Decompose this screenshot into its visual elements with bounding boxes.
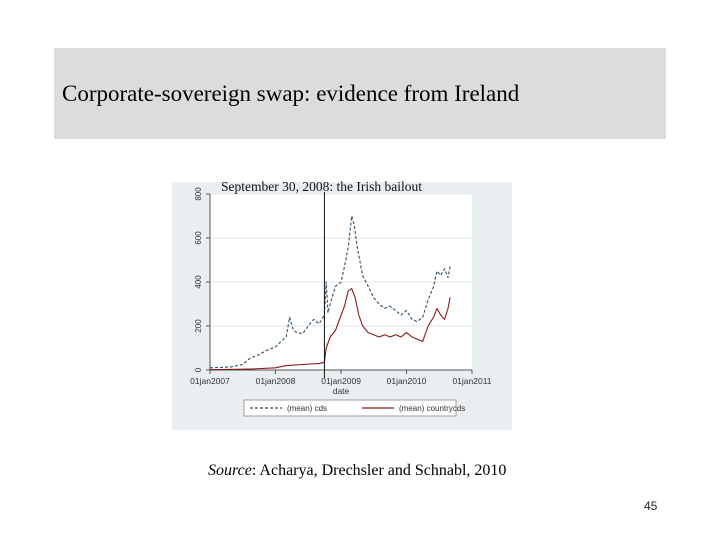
x-tick-label: 01jan2008: [256, 376, 296, 386]
x-tick-label: 01jan2010: [387, 376, 427, 386]
x-tick-label: 01jan2011: [452, 376, 491, 386]
title-band: Corporate-sovereign swap: evidence from …: [54, 48, 666, 139]
source-citation: Source: Acharya, Drechsler and Schnabl, …: [208, 462, 506, 480]
chart-panel: 0 200 400 600 800 01jan2007 01jan2008 01jan2009…: [172, 182, 512, 430]
source-text: : Acharya, Drechsler and Schnabl, 2010: [251, 462, 507, 479]
line-chart: 0 200 400 600 800 01jan2007 01jan2008 01jan2009…: [190, 187, 492, 417]
y-tick-label: 600: [194, 231, 203, 245]
source-label: Source: [208, 462, 252, 479]
y-tick-label: 800: [194, 187, 203, 201]
slide-title: Corporate-sovereign swap: evidence from …: [62, 81, 520, 106]
page-number: 45: [644, 499, 658, 513]
legend-label-cds: (mean) cds: [287, 404, 327, 413]
y-tick-label: 400: [194, 275, 203, 289]
series-line-cds: [209, 215, 451, 369]
y-tick-label: 0: [194, 367, 203, 372]
x-axis-title: date: [333, 386, 350, 396]
legend-label-countrycds: (mean) countrycds: [399, 404, 465, 413]
x-tick-label: 01jan2007: [190, 376, 230, 386]
y-tick-label: 200: [194, 319, 203, 333]
bailout-annotation-label: September 30, 2008: the Irish bailout: [221, 179, 422, 194]
series-line-countrycds: [210, 288, 451, 371]
x-tick-label: 01jan2009: [321, 376, 361, 386]
legend-box: [243, 399, 457, 417]
